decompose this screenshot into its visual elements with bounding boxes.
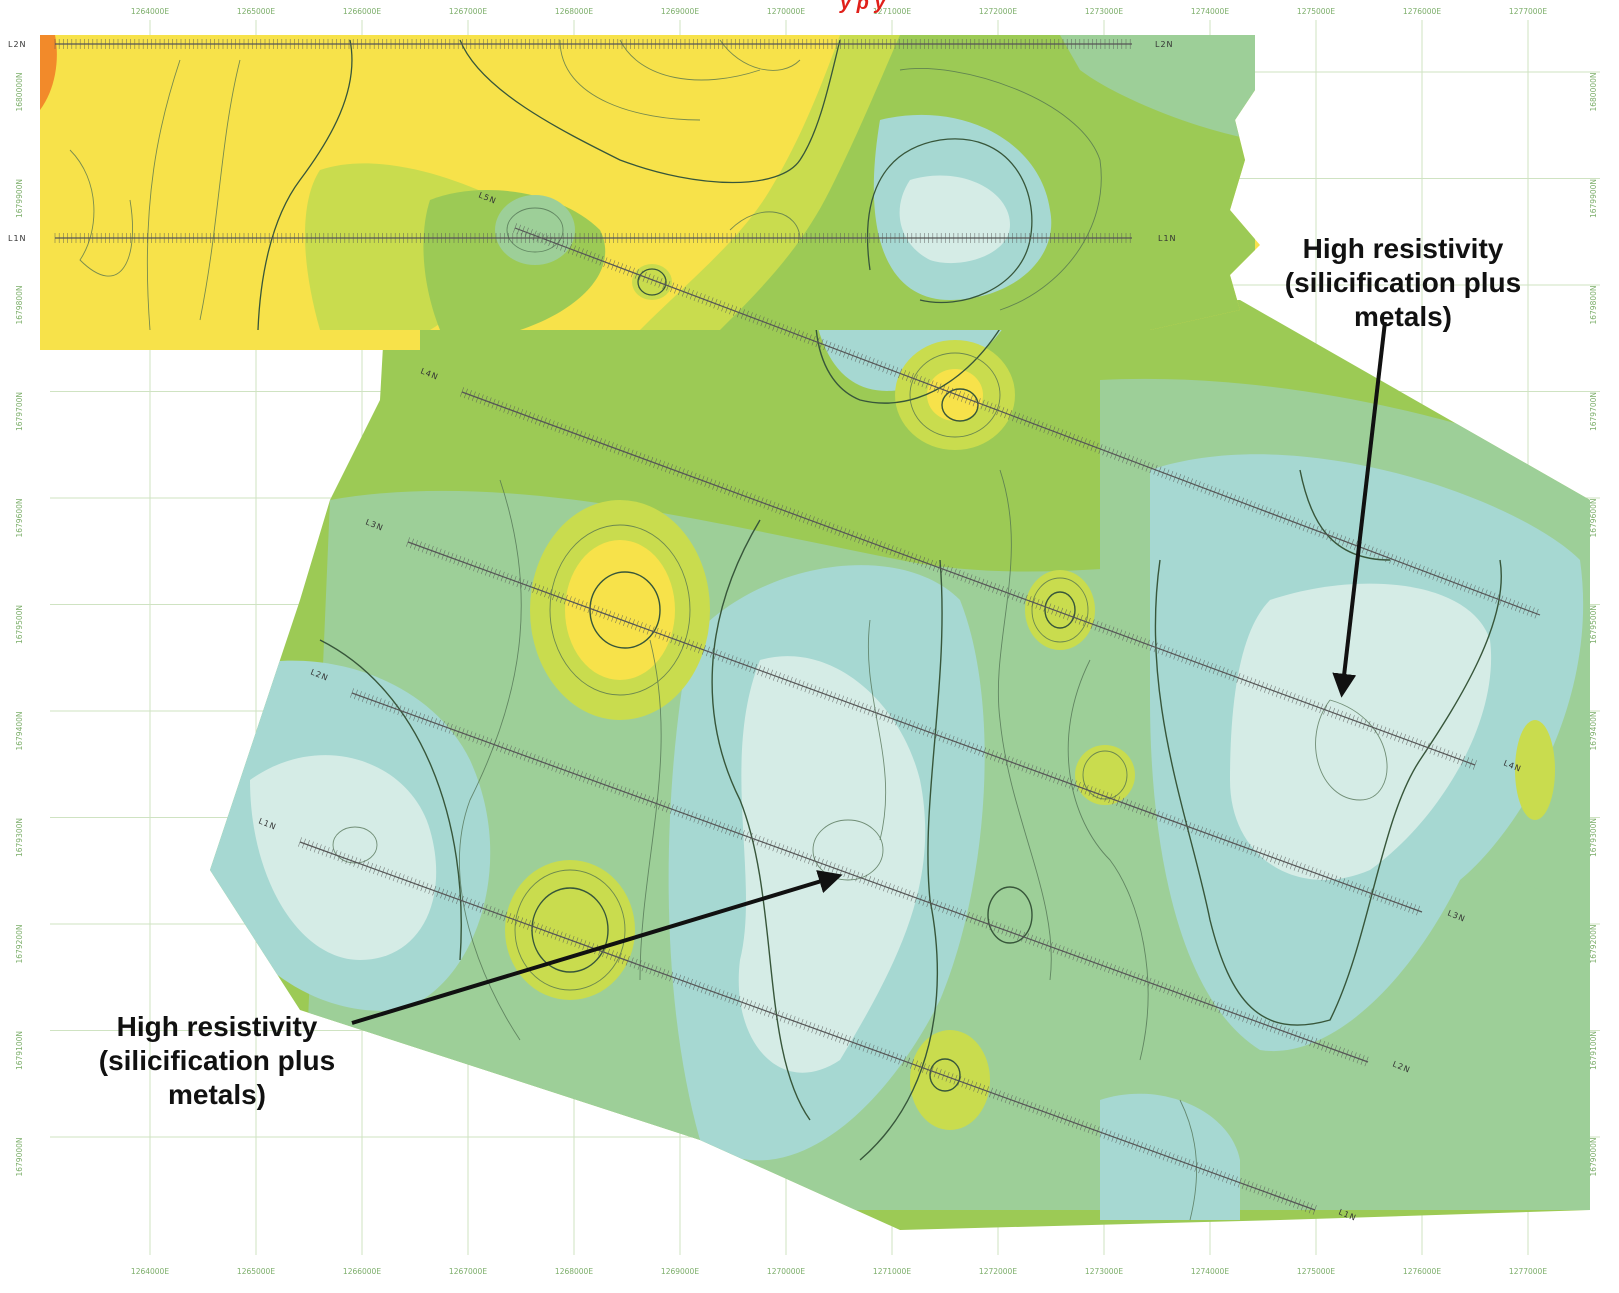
northing-tick-right: 1679400N [1589, 711, 1598, 750]
callout-line: High resistivity [1302, 233, 1504, 264]
callout-line: High resistivity [116, 1011, 318, 1042]
line-label-l2n-east: L2N [1155, 40, 1174, 49]
easting-tick-top: 1268000E [555, 7, 593, 16]
northing-tick-right: 1679000N [1589, 1137, 1598, 1176]
easting-tick-top: 1267000E [449, 7, 487, 16]
easting-tick-bottom: 1274000E [1191, 1267, 1229, 1276]
northing-tick-left: 1679100N [15, 1031, 24, 1070]
survey-line-l5n [512, 223, 1541, 619]
northing-tick-left: 1679700N [15, 392, 24, 431]
easting-tick-top: 1265000E [237, 7, 275, 16]
callout-high-resistivity-east: High resistivity (silicification plus me… [1258, 232, 1548, 334]
northing-tick-right: 1679500N [1589, 605, 1598, 644]
easting-tick-bottom: 1264000E [131, 1267, 169, 1276]
easting-tick-bottom: 1270000E [767, 1267, 805, 1276]
easting-tick-bottom: 1272000E [979, 1267, 1017, 1276]
easting-tick-top: 1273000E [1085, 7, 1123, 16]
northing-tick-left: 1679800N [15, 285, 24, 324]
easting-tick-bottom: 1275000E [1297, 1267, 1335, 1276]
northing-tick-left: 1679900N [15, 179, 24, 218]
callout-high-resistivity-west: High resistivity (silicification plus me… [72, 1010, 362, 1112]
easting-tick-bottom: 1265000E [237, 1267, 275, 1276]
north-survey-block [40, 35, 1260, 350]
northing-tick-left: 1679600N [15, 498, 24, 537]
easting-tick-top: 1275000E [1297, 7, 1335, 16]
survey-line-l4n [459, 387, 1477, 770]
easting-tick-bottom: 1277000E [1509, 1267, 1547, 1276]
callout-line: metals) [167, 1079, 267, 1110]
easting-tick-top: 1272000E [979, 7, 1017, 16]
easting-tick-top: 1271000E [873, 7, 911, 16]
easting-tick-top: 1276000E [1403, 7, 1441, 16]
northing-tick-right: 1679200N [1589, 924, 1598, 963]
callout-line: (silicification plus [98, 1045, 336, 1076]
northing-tick-left: 1680000N [15, 72, 24, 111]
northing-tick-left: 1679300N [15, 818, 24, 857]
northing-tick-right: 1679700N [1589, 392, 1598, 431]
survey-line-l1n-rot [298, 837, 1317, 1215]
northing-tick-left: 1679500N [15, 605, 24, 644]
easting-tick-bottom: 1271000E [873, 1267, 911, 1276]
line-label-l1n-east: L1N [1158, 234, 1177, 243]
northing-tick-right: 1679800N [1589, 285, 1598, 324]
easting-tick-top: 1274000E [1191, 7, 1229, 16]
northing-tick-right: 1679900N [1589, 179, 1598, 218]
easting-tick-bottom: 1268000E [555, 1267, 593, 1276]
easting-tick-bottom: 1267000E [449, 1267, 487, 1276]
callout-arrow-west [351, 870, 843, 1025]
easting-tick-bottom: 1269000E [661, 1267, 699, 1276]
survey-line-l2n [54, 39, 1132, 49]
easting-tick-bottom: 1273000E [1085, 1267, 1123, 1276]
easting-tick-bottom: 1276000E [1403, 1267, 1441, 1276]
northing-tick-right: 1680000N [1589, 72, 1598, 111]
northing-tick-left: 1679400N [15, 711, 24, 750]
callout-arrow-east [1332, 321, 1387, 698]
survey-line-l3n [406, 537, 1423, 916]
line-label-l1n-west: L1N [8, 234, 27, 243]
easting-tick-top: 1266000E [343, 7, 381, 16]
easting-tick-bottom: 1266000E [343, 1267, 381, 1276]
easting-tick-top: 1269000E [661, 7, 699, 16]
northing-tick-right: 1679600N [1589, 498, 1598, 537]
northing-tick-right: 1679100N [1589, 1031, 1598, 1070]
callout-line: metals) [1353, 301, 1453, 332]
northing-tick-left: 1679200N [15, 924, 24, 963]
survey-lines [54, 39, 1541, 1215]
easting-tick-top: 1264000E [131, 7, 169, 16]
easting-tick-top: 1277000E [1509, 7, 1547, 16]
survey-line-l1n [54, 233, 1132, 243]
callout-line: (silicification plus [1284, 267, 1522, 298]
axis-ticks: 1264000E 1264000E 1265000E 1265000E 1266000E… [15, 7, 1598, 1276]
northing-tick-left: 1679000N [15, 1137, 24, 1176]
line-label-l2n-west: L2N [8, 40, 27, 49]
easting-tick-top: 1270000E [767, 7, 805, 16]
survey-line-l2n-rot [350, 688, 1369, 1067]
northing-tick-right: 1679300N [1589, 818, 1598, 857]
survey-line-labels: L2N L2N L1N L1N L5N L4N L4N L3N L3N L2N … [8, 40, 1523, 1223]
map-title-fragment: y p y [839, 0, 886, 14]
